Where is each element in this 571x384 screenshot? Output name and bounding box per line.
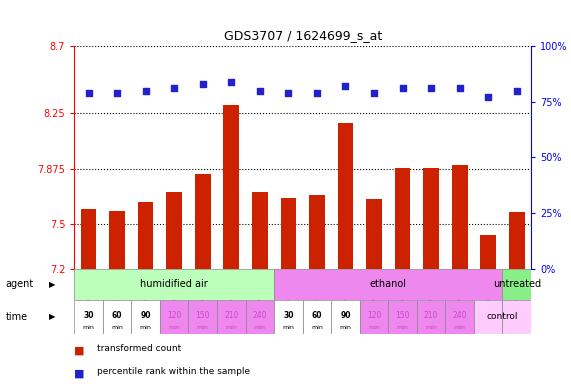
Text: min: min (283, 325, 294, 330)
Point (170, 85, 179, 91)
Point (84, 90, 93, 96)
Text: untreated: untreated (493, 279, 541, 289)
Bar (195, 174, 211, 269)
Text: min: min (311, 325, 323, 330)
Text: min: min (254, 325, 266, 330)
Text: ethanol: ethanol (370, 279, 407, 289)
Text: min: min (397, 325, 408, 330)
Bar (366, 199, 382, 269)
Text: ▶: ▶ (49, 312, 55, 321)
Text: min: min (83, 325, 94, 330)
Text: 150: 150 (395, 311, 410, 319)
Bar (109, 211, 125, 269)
Text: min: min (168, 325, 180, 330)
Text: time: time (6, 312, 28, 322)
Text: agent: agent (6, 279, 34, 289)
Point (227, 79, 236, 85)
Text: transformed count: transformed count (97, 344, 182, 353)
Bar (103, 300, 131, 334)
Text: percentile rank within the sample: percentile rank within the sample (97, 367, 250, 376)
Point (141, 88, 150, 94)
Bar (502, 269, 531, 300)
Text: 240: 240 (252, 311, 267, 319)
Text: 150: 150 (195, 311, 210, 319)
Bar (252, 192, 268, 269)
Text: humidified air: humidified air (140, 279, 208, 289)
Bar (417, 300, 445, 334)
Bar (337, 123, 353, 269)
Text: 210: 210 (424, 311, 439, 319)
Point (255, 88, 264, 94)
Bar (166, 192, 182, 269)
Bar (331, 300, 360, 334)
Text: min: min (111, 325, 123, 330)
Bar (160, 300, 188, 334)
Bar (474, 300, 502, 334)
Bar (74, 300, 103, 334)
Bar (509, 212, 525, 269)
Text: ▶: ▶ (49, 280, 55, 289)
Bar (309, 195, 325, 269)
Text: min: min (425, 325, 437, 330)
Text: 30: 30 (83, 311, 94, 319)
Bar (445, 300, 474, 334)
Bar (280, 197, 296, 269)
Point (427, 85, 436, 91)
Point (484, 94, 493, 100)
Text: 60: 60 (112, 311, 122, 319)
Bar (131, 300, 160, 334)
Bar (452, 165, 468, 269)
Point (512, 88, 521, 94)
Bar (480, 235, 496, 269)
Text: 90: 90 (140, 311, 151, 319)
Text: min: min (226, 325, 237, 330)
Point (112, 90, 122, 96)
Text: 90: 90 (340, 311, 351, 319)
Bar (502, 300, 531, 334)
Text: control: control (486, 312, 518, 321)
Bar (274, 300, 303, 334)
Point (312, 90, 321, 96)
Point (284, 90, 293, 96)
Bar (188, 300, 217, 334)
Text: ■: ■ (74, 369, 85, 379)
Point (369, 90, 379, 96)
Text: 120: 120 (167, 311, 182, 319)
Text: GDS3707 / 1624699_s_at: GDS3707 / 1624699_s_at (223, 29, 382, 42)
Bar (246, 300, 274, 334)
Text: min: min (197, 325, 208, 330)
Point (455, 85, 464, 91)
Text: ■: ■ (74, 346, 85, 356)
Text: 30: 30 (283, 311, 293, 319)
Point (198, 81, 207, 87)
Bar (81, 209, 96, 269)
Bar (223, 106, 239, 269)
Point (398, 85, 407, 91)
Text: min: min (454, 325, 465, 330)
Bar (303, 300, 331, 334)
Text: 120: 120 (367, 311, 381, 319)
Text: 210: 210 (224, 311, 239, 319)
Text: min: min (368, 325, 380, 330)
Bar (274, 269, 502, 300)
Bar (423, 168, 439, 269)
Text: min: min (340, 325, 351, 330)
Bar (360, 300, 388, 334)
Bar (138, 202, 154, 269)
Bar (74, 269, 274, 300)
Text: 60: 60 (312, 311, 322, 319)
Bar (217, 300, 246, 334)
Bar (388, 300, 417, 334)
Bar (395, 168, 411, 269)
Point (341, 83, 350, 89)
Text: 240: 240 (452, 311, 467, 319)
Text: min: min (140, 325, 151, 330)
